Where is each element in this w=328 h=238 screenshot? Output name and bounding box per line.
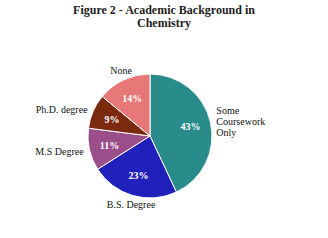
- data-label: 11%: [100, 140, 119, 151]
- category-label: None: [110, 65, 132, 76]
- data-label: 14%: [122, 93, 142, 104]
- pie-slice: [98, 136, 177, 198]
- category-label: SomeCourseworkOnly: [216, 105, 265, 138]
- category-label: B.S. Degree: [107, 200, 156, 211]
- data-label: 43%: [181, 121, 201, 132]
- pie-labels: 43% SomeCourseworkOnly 23% B.S. Degree 11% M.…: [35, 65, 265, 210]
- chart-title: Figure 2 - Academic Background inChemist…: [73, 3, 255, 30]
- chart-svg: Figure 2 - Academic Background inChemist…: [0, 0, 328, 238]
- pie-slices: [88, 74, 212, 198]
- pie-slice: [102, 74, 150, 136]
- data-label: 23%: [128, 170, 148, 181]
- category-label: M.S Degree: [35, 145, 84, 156]
- category-label: Ph.D. degree: [36, 103, 88, 114]
- chart-container: Figure 2 - Academic Background inChemist…: [0, 0, 328, 238]
- data-label: 9%: [104, 114, 119, 125]
